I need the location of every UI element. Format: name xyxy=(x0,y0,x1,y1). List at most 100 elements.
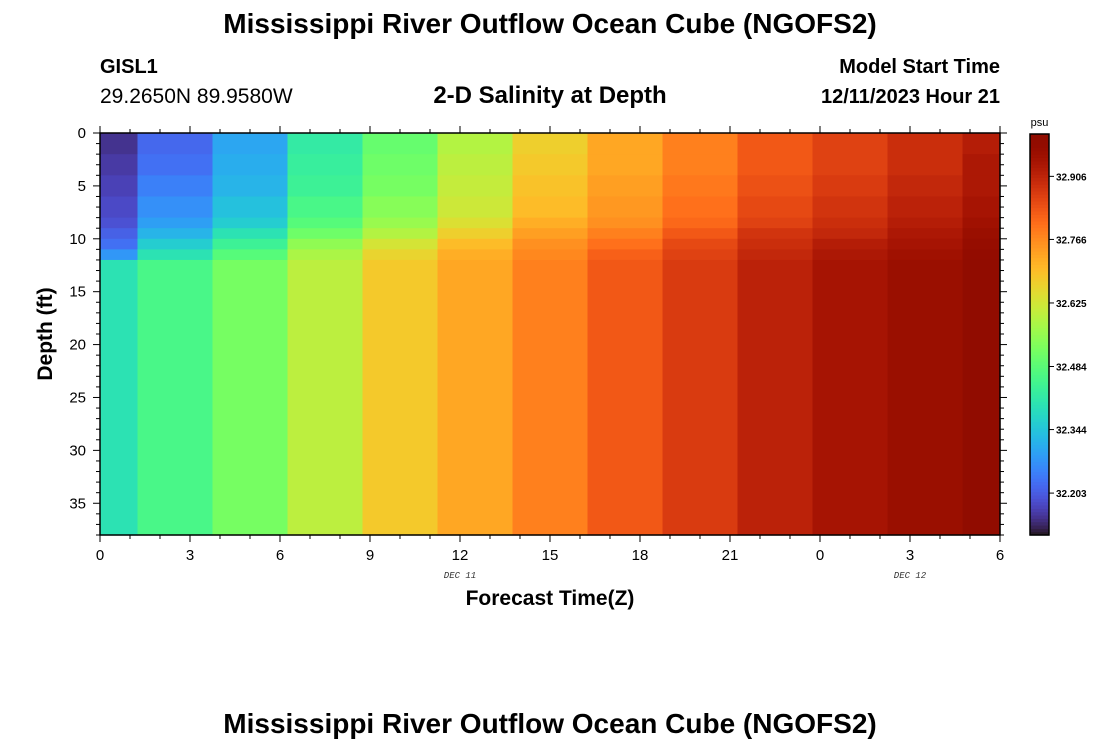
colorbar-step xyxy=(1030,394,1049,399)
colorbar-step xyxy=(1030,351,1049,356)
colorbar-step xyxy=(1030,371,1049,376)
heatmap-cell xyxy=(737,259,814,536)
colorbar-step xyxy=(1030,414,1049,419)
colorbar-step xyxy=(1030,458,1049,463)
colorbar-step xyxy=(1030,154,1049,158)
heatmap-cell xyxy=(287,175,364,198)
y-tick-label: 35 xyxy=(69,495,86,512)
colorbar-step xyxy=(1030,334,1049,339)
colorbar-step xyxy=(1030,254,1049,259)
colorbar-step xyxy=(1030,367,1049,372)
heatmap-cell xyxy=(512,154,589,176)
y-axis-label: Depth (ft) xyxy=(34,287,57,380)
date-label: DEC 12 xyxy=(894,571,927,581)
colorbar-step xyxy=(1030,397,1049,402)
colorbar-step xyxy=(1030,167,1049,172)
heatmap-cell xyxy=(887,228,964,240)
colorbar-step xyxy=(1030,441,1049,446)
heatmap-cell xyxy=(587,228,664,240)
heatmap-cell xyxy=(962,249,1001,261)
colorbar-step xyxy=(1030,384,1049,389)
colorbar-step xyxy=(1030,401,1049,406)
colorbar-step xyxy=(1030,147,1049,152)
colorbar-step xyxy=(1030,324,1049,329)
colorbar-tick-label: 32.484 xyxy=(1056,362,1087,373)
heatmap-cell xyxy=(137,249,214,261)
colorbar: psu 32.203 32.344 32.484 32.625 32.766 32.906 xyxy=(1029,117,1087,536)
colorbar-step xyxy=(1030,214,1049,219)
heatmap-cells xyxy=(100,133,1001,536)
x-tick-label: 9 xyxy=(366,547,374,564)
colorbar-step xyxy=(1030,377,1049,382)
colorbar-step xyxy=(1030,344,1049,349)
heatmap-cell xyxy=(737,249,814,261)
colorbar-step xyxy=(1030,387,1049,392)
x-tick-label: 0 xyxy=(816,547,824,564)
colorbar-step xyxy=(1030,374,1049,379)
heatmap-cell xyxy=(587,154,664,176)
heatmap-cell xyxy=(512,196,589,219)
colorbar-step xyxy=(1030,501,1049,506)
colorbar-step xyxy=(1030,227,1049,232)
colorbar-step xyxy=(1030,134,1049,138)
colorbar-step xyxy=(1030,277,1049,282)
heatmap-cell xyxy=(437,154,514,176)
colorbar-step xyxy=(1030,408,1049,412)
heatmap-cell xyxy=(287,249,364,261)
heatmap-cell xyxy=(812,133,889,155)
colorbar-step xyxy=(1030,518,1049,523)
heatmap-cell xyxy=(137,228,214,240)
colorbar-step xyxy=(1030,431,1049,436)
heatmap-cell xyxy=(137,154,214,176)
colorbar-step xyxy=(1030,240,1049,245)
footer-title: Mississippi River Outflow Ocean Cube (NG… xyxy=(223,708,877,739)
colorbar-step xyxy=(1030,247,1049,252)
colorbar-step xyxy=(1030,444,1049,449)
colorbar-step xyxy=(1030,474,1049,479)
colorbar-step xyxy=(1030,180,1049,185)
heatmap-cell xyxy=(100,217,139,229)
heatmap-cell xyxy=(962,175,1001,198)
heatmap-cell xyxy=(962,133,1001,155)
heatmap-cell xyxy=(437,133,514,155)
heatmap-cell xyxy=(100,249,139,261)
heatmap-cell xyxy=(212,133,289,155)
heatmap-cell xyxy=(962,238,1001,250)
colorbar-step xyxy=(1030,357,1049,362)
heatmap-cell xyxy=(887,133,964,155)
colorbar-tick-label: 32.344 xyxy=(1056,426,1087,437)
colorbar-step xyxy=(1030,488,1049,493)
colorbar-step xyxy=(1030,448,1049,453)
colorbar-step xyxy=(1030,297,1049,302)
colorbar-step xyxy=(1030,200,1049,205)
colorbar-frame xyxy=(1029,133,1050,536)
heatmap-cell xyxy=(662,217,739,229)
y-tick-label: 30 xyxy=(69,442,86,459)
colorbar-step xyxy=(1030,321,1049,326)
heatmap-cell xyxy=(512,238,589,250)
colorbar-step xyxy=(1030,454,1049,459)
heatmap-cell xyxy=(362,154,439,176)
heatmap-cell xyxy=(437,196,514,219)
heatmap-cell xyxy=(100,238,139,250)
colorbar-step xyxy=(1030,197,1049,202)
colorbar-step xyxy=(1030,361,1049,366)
colorbar-step xyxy=(1030,418,1049,422)
heatmap-cell xyxy=(100,133,139,155)
y-tick-label: 15 xyxy=(69,284,86,301)
heatmap-cell xyxy=(887,217,964,229)
colorbar-step xyxy=(1030,304,1049,309)
heatmap-cell xyxy=(887,238,964,250)
heatmap-cell xyxy=(437,259,514,536)
colorbar-step xyxy=(1030,391,1049,396)
colorbar-tick-label: 32.766 xyxy=(1056,235,1087,246)
heatmap-cell xyxy=(662,259,739,536)
heatmap-cell xyxy=(812,154,889,176)
y-tick-label: 5 xyxy=(78,178,86,195)
colorbar-step xyxy=(1030,144,1049,148)
x-tick-label: 18 xyxy=(632,547,649,564)
heatmap-cell xyxy=(362,228,439,240)
colorbar-step xyxy=(1030,311,1049,316)
colorbar-step xyxy=(1030,317,1049,322)
colorbar-step xyxy=(1030,230,1049,235)
